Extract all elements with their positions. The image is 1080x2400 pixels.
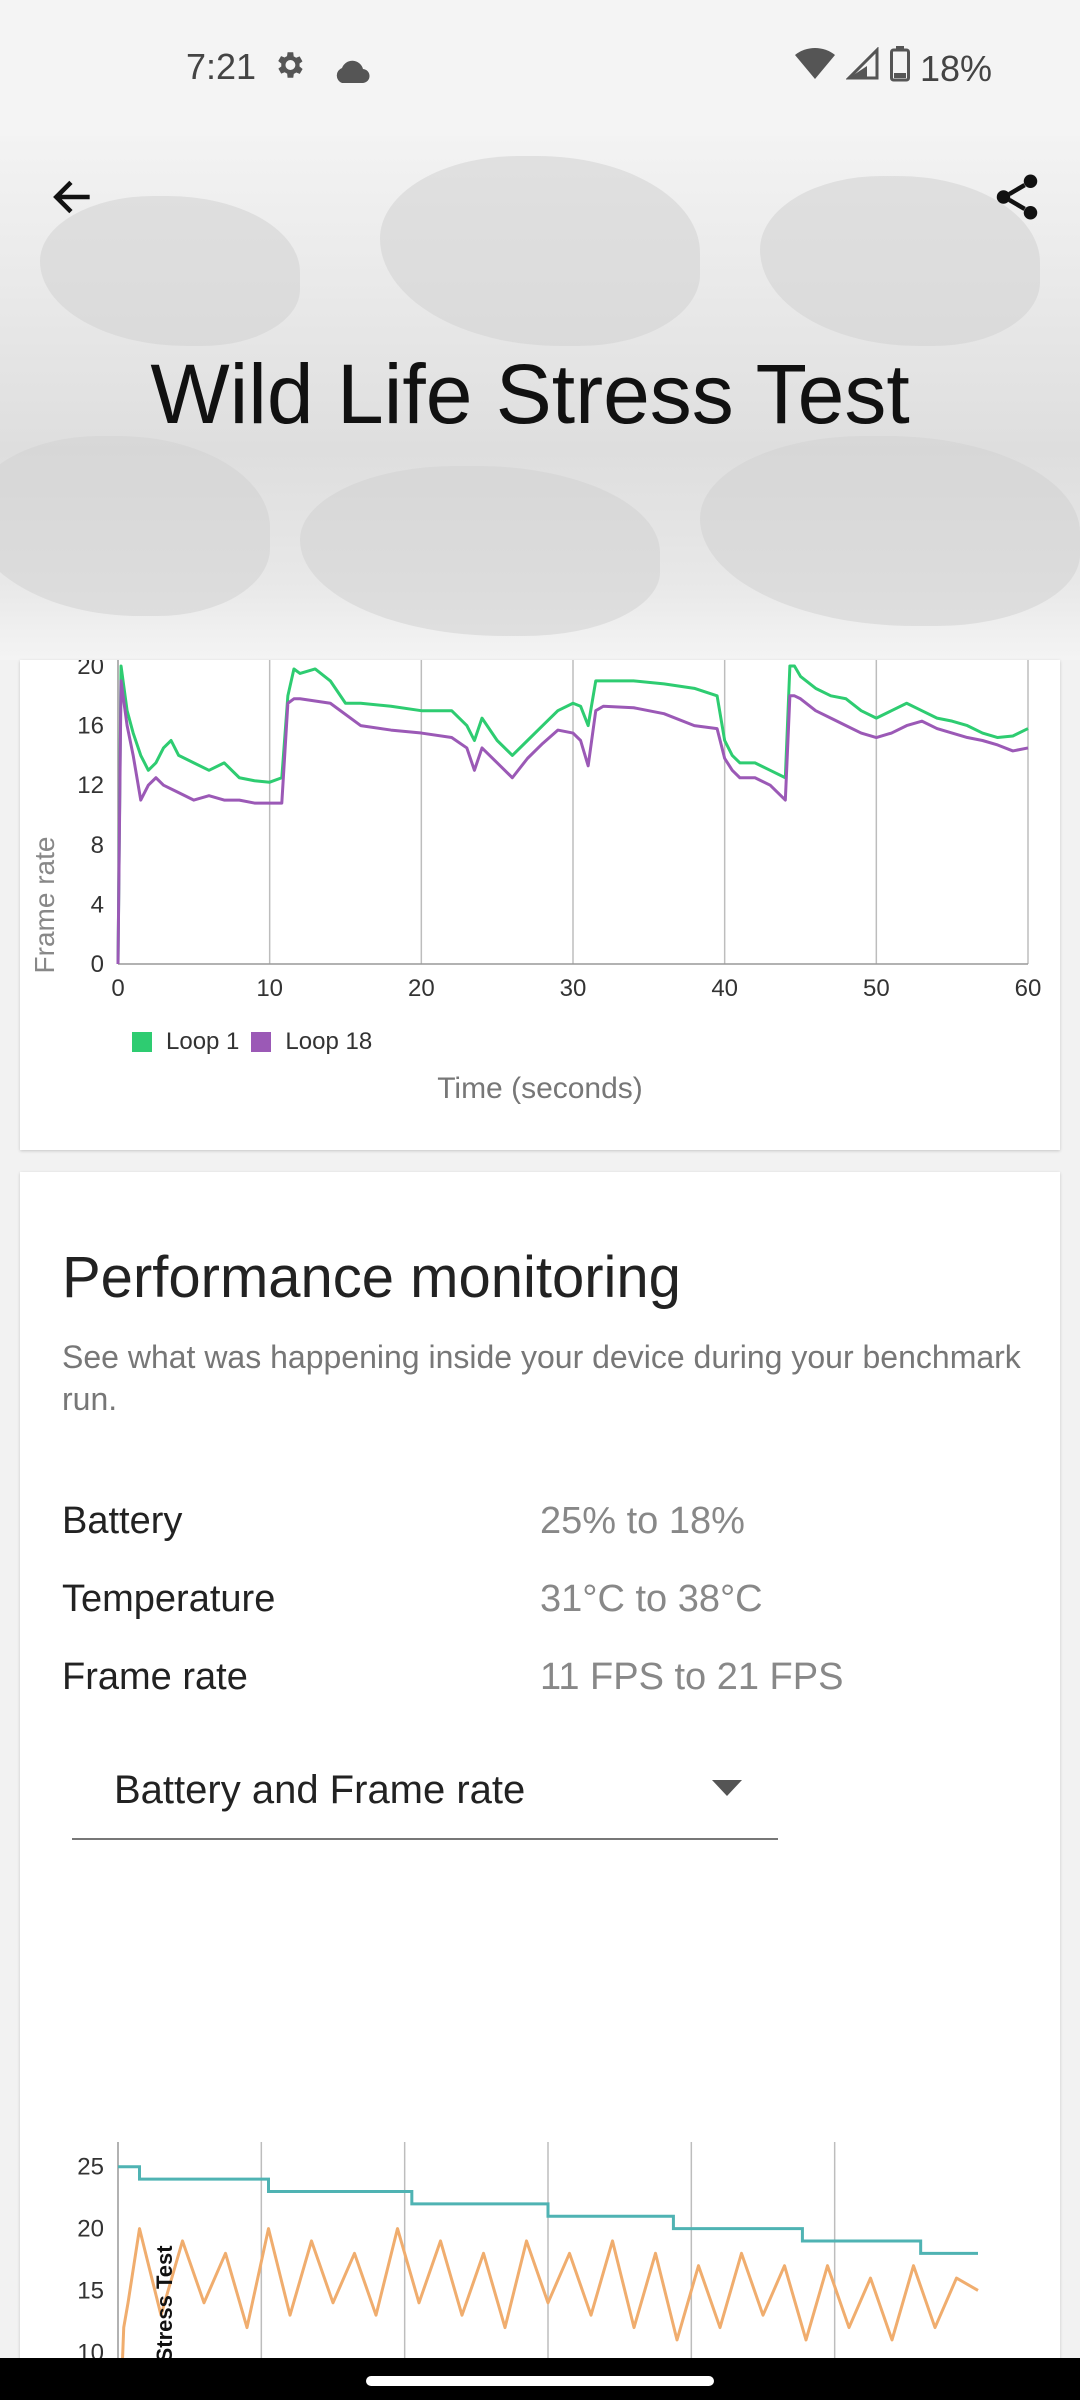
series-line-frame-rate xyxy=(120,2227,979,2362)
x-tick-label: 10 xyxy=(256,975,283,1002)
legend-item-loop1: Loop 1 xyxy=(132,1028,239,1056)
chart-legend: Loop 1 Loop 18 xyxy=(132,1028,384,1056)
series-line-battery xyxy=(118,2165,978,2255)
battery-frame-chart: 02004006008001,0000510152025 Wild Life S… xyxy=(77,2142,979,2362)
y-tick-label: 12 xyxy=(77,772,104,799)
y-tick-label: 25 xyxy=(77,2154,104,2181)
signal-icon xyxy=(845,46,880,90)
performance-card: Performance monitoring See what was happ… xyxy=(20,1172,1060,2362)
section-subtitle: See what was happening inside your devic… xyxy=(62,1339,1021,1417)
series-line-loop-1 xyxy=(116,664,1029,965)
page-title: Wild Life Stress Test xyxy=(150,347,910,441)
x-tick-label: 60 xyxy=(1015,975,1042,1002)
y-tick-label: 8 xyxy=(91,832,104,859)
stat-label-frame-rate: Frame rate xyxy=(62,1656,248,1698)
battery-percent: 18% xyxy=(919,47,992,89)
stat-label-battery: Battery xyxy=(62,1500,183,1542)
back-arrow-icon[interactable] xyxy=(48,172,98,227)
y-tick-label: 20 xyxy=(77,660,104,680)
background-rock xyxy=(760,176,1040,346)
header-banner: Wild Life Stress Test xyxy=(0,136,1080,660)
legend-swatch xyxy=(251,1032,272,1052)
x-tick-label: 20 xyxy=(408,975,435,1002)
dropdown-arrow-icon xyxy=(712,1780,742,1803)
x-tick-label: 40 xyxy=(711,975,738,1002)
chart-type-dropdown[interactable]: Battery and Frame rate xyxy=(72,1752,778,1840)
background-rock xyxy=(380,156,700,346)
y-axis-label: Frame rate xyxy=(29,837,60,974)
gesture-nav-bar xyxy=(0,2358,1080,2400)
background-rock xyxy=(300,466,660,636)
y-tick-label: 16 xyxy=(77,713,104,740)
dropdown-selected: Battery and Frame rate xyxy=(114,1768,526,1812)
legend-label: Loop 18 xyxy=(285,1028,373,1055)
battery-icon xyxy=(889,46,910,91)
legend-swatch xyxy=(132,1032,152,1052)
series-line-loop-18 xyxy=(116,679,1029,965)
chart-annotation: Wild Life Stress Test xyxy=(152,2245,177,2362)
background-rock xyxy=(40,196,300,346)
share-icon[interactable] xyxy=(990,170,1044,229)
stat-value-battery: 25% to 18% xyxy=(540,1500,745,1542)
stat-value-frame-rate: 11 FPS to 21 FPS xyxy=(540,1656,844,1698)
y-tick-label: 10 xyxy=(77,2339,104,2362)
y-tick-label: 4 xyxy=(91,891,104,918)
y-tick-label: 15 xyxy=(77,2277,104,2304)
section-title: Performance monitoring xyxy=(62,1245,681,1310)
wifi-icon xyxy=(794,47,836,90)
x-tick-label: 30 xyxy=(560,975,587,1002)
status-right: 18% xyxy=(794,46,992,91)
home-indicator[interactable] xyxy=(366,2376,714,2386)
legend-label: Loop 1 xyxy=(166,1028,240,1055)
x-tick-label: 0 xyxy=(111,975,124,1002)
frame-rate-chart-card: 0 10 20 30 40 50 60 0 4 8 12 16 20 Frame rate Loop 1… xyxy=(20,650,1060,1150)
status-time: 7:21 xyxy=(186,46,257,87)
status-bar: 7:21 18% xyxy=(0,0,1080,136)
background-rock xyxy=(0,436,270,616)
frame-rate-chart: 0 10 20 30 40 50 60 0 4 8 12 16 20 Frame rate xyxy=(29,650,1042,1002)
y-tick-label: 0 xyxy=(91,951,104,978)
y-tick-label: 20 xyxy=(77,2216,104,2243)
x-axis-label: Time (seconds) xyxy=(437,1072,643,1105)
gear-icon xyxy=(272,48,306,91)
stat-label-temperature: Temperature xyxy=(62,1578,276,1620)
legend-item-loop18: Loop 18 xyxy=(251,1028,372,1056)
x-tick-label: 50 xyxy=(863,975,890,1002)
background-rock xyxy=(700,436,1080,626)
stat-value-temperature: 31°C to 38°C xyxy=(540,1578,763,1620)
cloud-icon xyxy=(332,52,370,94)
